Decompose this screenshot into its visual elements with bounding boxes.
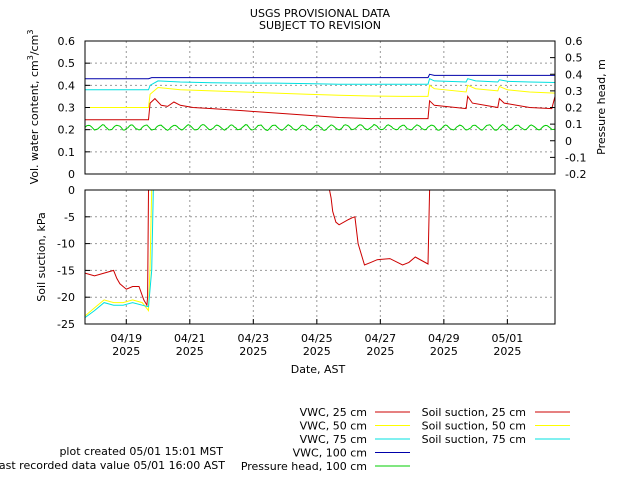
x-tick-year-label: 2025 <box>493 345 521 358</box>
top-y-tick-label: 0.5 <box>58 57 76 70</box>
bottom-grid <box>85 190 555 324</box>
x-tick-date-label: 04/29 <box>428 332 460 345</box>
bottom-y-axis-label: Soil suction, kPa <box>35 212 48 301</box>
series-line-vwc50 <box>85 84 556 108</box>
bottom-y-tick-label: -25 <box>57 318 75 331</box>
x-tick-year-label: 2025 <box>366 345 394 358</box>
series-line-suction-vwc25 <box>84 189 431 307</box>
legend-label: VWC, 50 cm <box>300 420 367 433</box>
top-series-group <box>84 73 556 131</box>
legend-label: VWC, 25 cm <box>300 406 367 419</box>
legend-label: VWC, 100 cm <box>293 447 367 460</box>
chart-subtitle: SUBJECT TO REVISION <box>259 19 381 32</box>
top-y-tick-label: 0.1 <box>58 146 76 159</box>
series-line-ph100 <box>84 123 556 131</box>
top-y2-tick-label: -0.2 <box>565 168 586 181</box>
x-tick-year-label: 2025 <box>112 345 140 358</box>
series-line-suction-vwc50 <box>84 189 153 317</box>
top-y2-tick-label: 0.4 <box>565 68 583 81</box>
series-line-suction-vwc75 <box>84 189 154 319</box>
x-axis-label: Date, AST <box>291 363 346 376</box>
bottom-series-group <box>84 189 431 319</box>
x-tick-year-label: 2025 <box>303 345 331 358</box>
top-y-tick-label: 0.3 <box>58 102 76 115</box>
bottom-plot-frame <box>84 189 556 325</box>
top-grid <box>85 41 555 174</box>
series-line-vwc25 <box>85 95 556 121</box>
x-tick-year-label: 2025 <box>430 345 458 358</box>
x-tick-date-label: 05/01 <box>492 332 524 345</box>
bottom-y-ticks: -25 -20 -15 -10 -5 0 <box>57 184 90 331</box>
bottom-y-tick-label: -10 <box>57 238 75 251</box>
x-tick-year-label: 2025 <box>176 345 204 358</box>
top-y-axis-label: Vol. water content, cm3/cm3 <box>26 30 41 185</box>
top-y-tick-label: 0.6 <box>58 35 76 48</box>
top-y2-tick-label: -0.1 <box>565 151 586 164</box>
x-tick-date-label: 04/21 <box>174 332 206 345</box>
bottom-y-tick-label: -20 <box>57 291 75 304</box>
top-y2-tick-label: 0.6 <box>565 35 583 48</box>
legend-label: Soil suction, 50 cm <box>422 420 526 433</box>
bottom-y-tick-label: -15 <box>57 264 75 277</box>
x-tick-date-label: 04/23 <box>237 332 269 345</box>
series-line-vwc100 <box>85 73 555 80</box>
top-y-ticks: 0 0.1 0.2 0.3 0.4 0.5 0.6 <box>58 35 90 181</box>
top-y2-tick-label: 0.2 <box>565 102 583 115</box>
series-line-vwc75 <box>85 77 556 91</box>
top-y-tick-label: 0.2 <box>58 124 76 137</box>
top-y-tick-label: 0 <box>68 168 75 181</box>
bottom-y-tick-label: -5 <box>64 211 75 224</box>
top-y2-axis-label: Pressure head, m <box>595 59 608 155</box>
x-tick-year-label: 2025 <box>239 345 267 358</box>
legend-label: Soil suction, 25 cm <box>422 406 526 419</box>
x-tick-date-label: 04/25 <box>301 332 333 345</box>
bottom-x-ticks: 04/19202504/21202504/23202504/25202504/2… <box>110 319 523 358</box>
x-tick-date-label: 04/27 <box>364 332 396 345</box>
top-y-tick-label: 0.4 <box>58 79 76 92</box>
legend-label: Pressure head, 100 cm <box>241 460 367 473</box>
x-tick-date-label: 04/19 <box>110 332 142 345</box>
top-y2-ticks: -0.2 -0.1 0 0.1 0.2 0.3 0.4 0.5 0.6 <box>550 35 586 181</box>
plot-created-note: plot created 05/01 15:01 MST <box>59 445 223 458</box>
top-y2-tick-label: 0.1 <box>565 118 583 131</box>
last-recorded-note: last recorded data value 05/01 16:00 AST <box>0 459 225 472</box>
bottom-y-tick-label: 0 <box>68 184 75 197</box>
chart-title: USGS PROVISIONAL DATA <box>250 7 391 20</box>
top-y2-tick-label: 0 <box>565 135 572 148</box>
top-y2-tick-label: 0.3 <box>565 85 583 98</box>
top-y2-tick-label: 0.5 <box>565 52 583 65</box>
legend-label: Soil suction, 75 cm <box>422 433 526 446</box>
legend-label: VWC, 75 cm <box>300 433 367 446</box>
